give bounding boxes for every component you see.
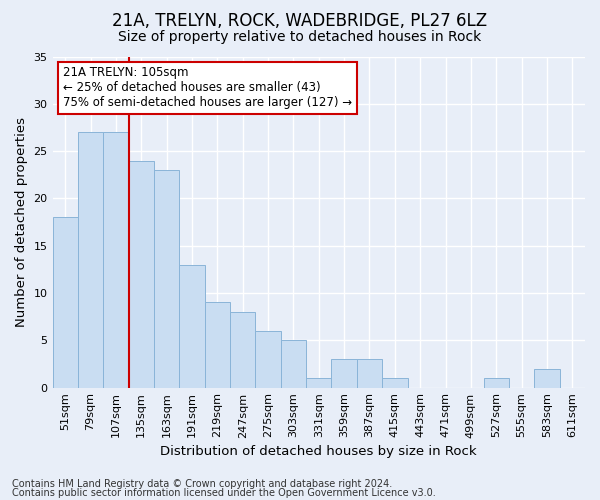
Bar [128,160,154,388]
Bar [230,312,256,388]
Bar [205,302,230,388]
Bar [534,368,560,388]
Text: 21A, TRELYN, ROCK, WADEBRIDGE, PL27 6LZ: 21A, TRELYN, ROCK, WADEBRIDGE, PL27 6LZ [112,12,488,30]
Bar [179,264,205,388]
Bar [306,378,331,388]
X-axis label: Distribution of detached houses by size in Rock: Distribution of detached houses by size … [160,444,477,458]
Bar [281,340,306,388]
Bar [382,378,407,388]
Bar [484,378,509,388]
Bar [357,359,382,388]
Bar [53,218,78,388]
Text: Size of property relative to detached houses in Rock: Size of property relative to detached ho… [118,30,482,44]
Y-axis label: Number of detached properties: Number of detached properties [15,117,28,327]
Bar [78,132,103,388]
Bar [103,132,128,388]
Bar [331,359,357,388]
Text: 21A TRELYN: 105sqm
← 25% of detached houses are smaller (43)
75% of semi-detache: 21A TRELYN: 105sqm ← 25% of detached hou… [63,66,352,110]
Text: Contains HM Land Registry data © Crown copyright and database right 2024.: Contains HM Land Registry data © Crown c… [12,479,392,489]
Text: Contains public sector information licensed under the Open Government Licence v3: Contains public sector information licen… [12,488,436,498]
Bar [154,170,179,388]
Bar [256,331,281,388]
